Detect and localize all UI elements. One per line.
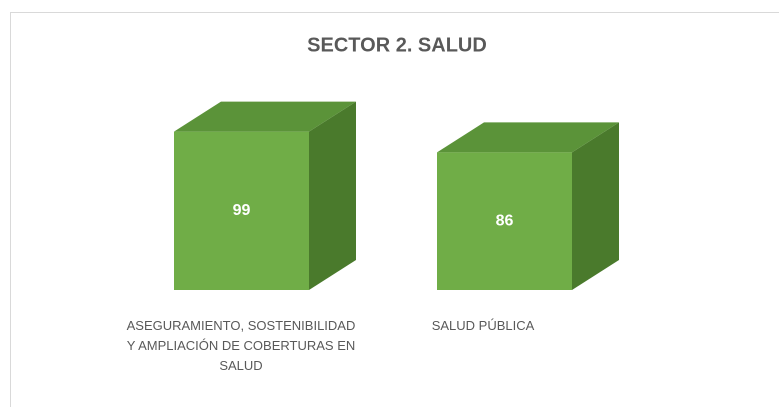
bar-top	[174, 101, 356, 132]
data-label: 99	[233, 202, 251, 219]
bar	[174, 101, 356, 290]
bar-side	[309, 101, 356, 290]
bar	[437, 122, 619, 291]
bar-side	[572, 122, 619, 291]
bar-front	[437, 152, 572, 290]
data-label: 86	[496, 212, 514, 229]
bar-front	[174, 131, 309, 290]
chart-frame	[10, 12, 779, 407]
chart-title: SECTOR 2. SALUD	[307, 34, 487, 56]
x-tick-label: ASEGURAMIENTO, SOSTENIBILIDAD Y AMPLIACI…	[126, 318, 356, 373]
bar-top	[437, 122, 619, 153]
x-tick-label: SALUD PÚBLICA	[431, 318, 535, 333]
